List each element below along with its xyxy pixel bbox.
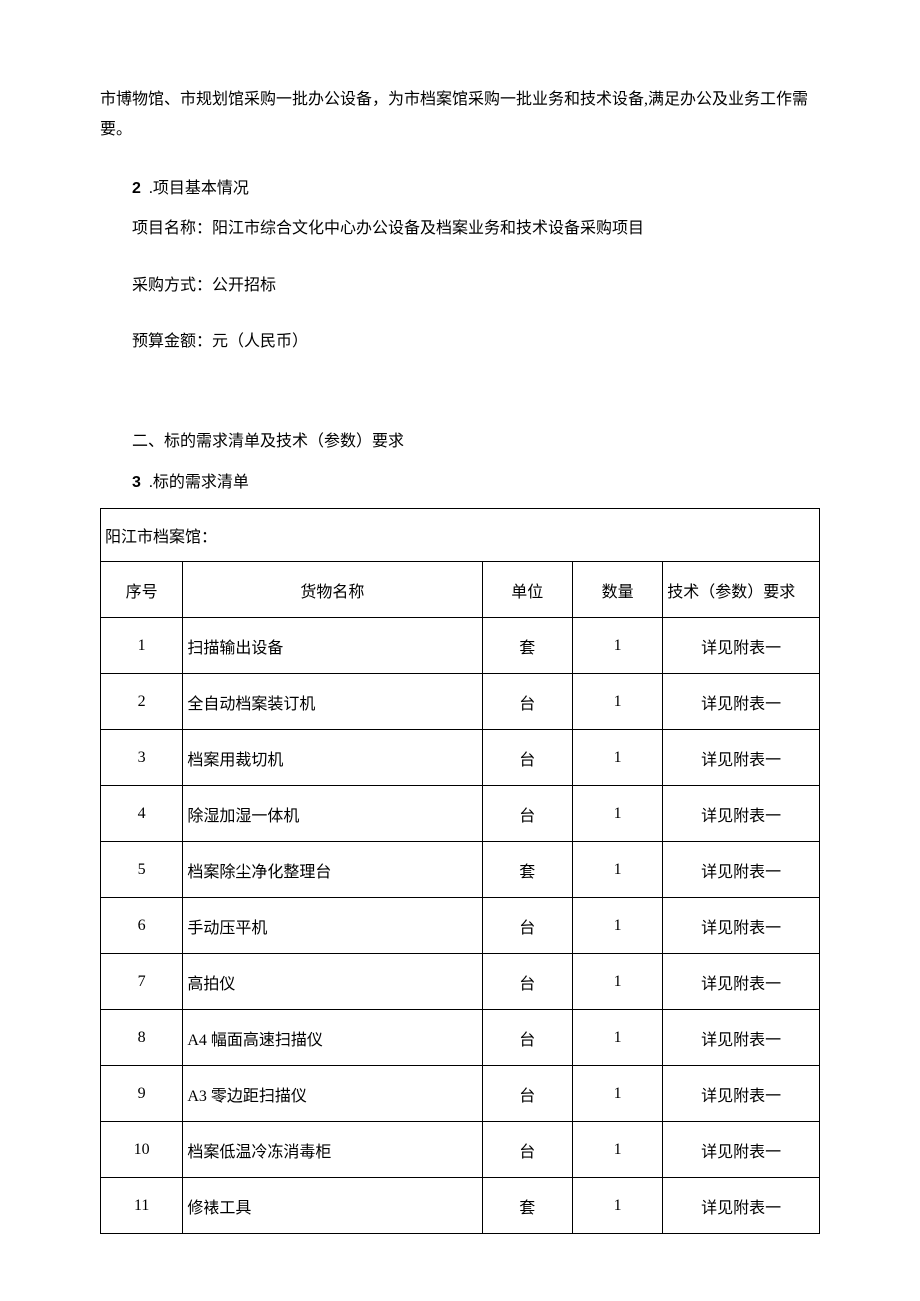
table-row: 6 手动压平机 台 1 详见附表一 <box>101 898 820 954</box>
cell-name: 档案用裁切机 <box>183 730 482 786</box>
cell-qty: 1 <box>572 1066 662 1122</box>
table-row: 10 档案低温冷冻消毒柜 台 1 详见附表一 <box>101 1122 820 1178</box>
cell-qty: 1 <box>572 618 662 674</box>
section-heading-2: 2 .项目基本情况 <box>100 174 820 204</box>
section-number: 2 <box>132 180 141 197</box>
section-heading-3: 3 .标的需求清单 <box>100 468 820 498</box>
table-title-row: 阳江市档案馆： <box>101 509 820 562</box>
table-row: 2 全自动档案装订机 台 1 详见附表一 <box>101 674 820 730</box>
cell-unit: 台 <box>482 1122 572 1178</box>
cell-name: 档案除尘净化整理台 <box>183 842 482 898</box>
cell-unit: 套 <box>482 1178 572 1234</box>
th-tech: 技术（参数）要求 <box>663 562 820 618</box>
cell-qty: 1 <box>572 1178 662 1234</box>
cell-name: 手动压平机 <box>183 898 482 954</box>
cell-unit: 台 <box>482 954 572 1010</box>
th-seq: 序号 <box>101 562 183 618</box>
cell-tech: 详见附表一 <box>663 618 820 674</box>
cell-tech: 详见附表一 <box>663 954 820 1010</box>
cell-tech: 详见附表一 <box>663 842 820 898</box>
cell-name: 扫描输出设备 <box>183 618 482 674</box>
document-page: 市博物馆、市规划馆采购一批办公设备，为市档案馆采购一批业务和技术设备,满足办公及… <box>0 0 920 1294</box>
cell-tech: 详见附表一 <box>663 730 820 786</box>
cell-seq: 8 <box>101 1010 183 1066</box>
table-row: 9 A3 零边距扫描仪 台 1 详见附表一 <box>101 1066 820 1122</box>
cell-unit: 台 <box>482 1010 572 1066</box>
table-header-row: 序号 货物名称 单位 数量 技术（参数）要求 <box>101 562 820 618</box>
table-row: 7 高拍仪 台 1 详见附表一 <box>101 954 820 1010</box>
project-name-line: 项目名称：阳江市综合文化中心办公设备及档案业务和技术设备采购项目 <box>100 214 820 244</box>
cell-seq: 6 <box>101 898 183 954</box>
intro-paragraph: 市博物馆、市规划馆采购一批办公设备，为市档案馆采购一批业务和技术设备,满足办公及… <box>100 85 820 146</box>
procurement-method-line: 采购方式：公开招标 <box>100 271 820 301</box>
table-row: 5 档案除尘净化整理台 套 1 详见附表一 <box>101 842 820 898</box>
cell-unit: 台 <box>482 1066 572 1122</box>
cell-unit: 台 <box>482 730 572 786</box>
cell-name: 修裱工具 <box>183 1178 482 1234</box>
section-number: 3 <box>132 474 141 491</box>
cell-seq: 5 <box>101 842 183 898</box>
cell-qty: 1 <box>572 730 662 786</box>
cell-unit: 套 <box>482 618 572 674</box>
cell-name: 档案低温冷冻消毒柜 <box>183 1122 482 1178</box>
cell-seq: 7 <box>101 954 183 1010</box>
cell-unit: 台 <box>482 898 572 954</box>
cell-seq: 9 <box>101 1066 183 1122</box>
spacer <box>100 383 820 427</box>
section-title: .标的需求清单 <box>149 474 249 491</box>
cell-qty: 1 <box>572 674 662 730</box>
cell-name: A4 幅面高速扫描仪 <box>183 1010 482 1066</box>
cell-tech: 详见附表一 <box>663 786 820 842</box>
cell-qty: 1 <box>572 786 662 842</box>
cell-seq: 11 <box>101 1178 183 1234</box>
cell-seq: 3 <box>101 730 183 786</box>
cell-seq: 10 <box>101 1122 183 1178</box>
table-title: 阳江市档案馆： <box>101 509 820 562</box>
cell-tech: 详见附表一 <box>663 674 820 730</box>
cell-seq: 4 <box>101 786 183 842</box>
table-row: 11 修裱工具 套 1 详见附表一 <box>101 1178 820 1234</box>
requirements-table: 阳江市档案馆： 序号 货物名称 单位 数量 技术（参数）要求 1 扫描输出设备 … <box>100 508 820 1234</box>
cell-name: A3 零边距扫描仪 <box>183 1066 482 1122</box>
cell-name: 全自动档案装订机 <box>183 674 482 730</box>
table-row: 1 扫描输出设备 套 1 详见附表一 <box>101 618 820 674</box>
cell-seq: 2 <box>101 674 183 730</box>
th-qty: 数量 <box>572 562 662 618</box>
table-row: 4 除湿加湿一体机 台 1 详见附表一 <box>101 786 820 842</box>
cell-tech: 详见附表一 <box>663 1010 820 1066</box>
cell-qty: 1 <box>572 842 662 898</box>
table-row: 8 A4 幅面高速扫描仪 台 1 详见附表一 <box>101 1010 820 1066</box>
section-title: .项目基本情况 <box>149 180 249 197</box>
cell-name: 除湿加湿一体机 <box>183 786 482 842</box>
cell-tech: 详见附表一 <box>663 1178 820 1234</box>
budget-line: 预算金额：元（人民币） <box>100 327 820 357</box>
table-row: 3 档案用裁切机 台 1 详见附表一 <box>101 730 820 786</box>
section-heading-two: 二、标的需求清单及技术（参数）要求 <box>100 427 820 457</box>
cell-qty: 1 <box>572 1010 662 1066</box>
cell-unit: 套 <box>482 842 572 898</box>
cell-seq: 1 <box>101 618 183 674</box>
cell-tech: 详见附表一 <box>663 1066 820 1122</box>
cell-qty: 1 <box>572 954 662 1010</box>
cell-unit: 台 <box>482 674 572 730</box>
cell-name: 高拍仪 <box>183 954 482 1010</box>
cell-unit: 台 <box>482 786 572 842</box>
cell-tech: 详见附表一 <box>663 1122 820 1178</box>
cell-qty: 1 <box>572 1122 662 1178</box>
th-unit: 单位 <box>482 562 572 618</box>
cell-qty: 1 <box>572 898 662 954</box>
cell-tech: 详见附表一 <box>663 898 820 954</box>
th-name: 货物名称 <box>183 562 482 618</box>
